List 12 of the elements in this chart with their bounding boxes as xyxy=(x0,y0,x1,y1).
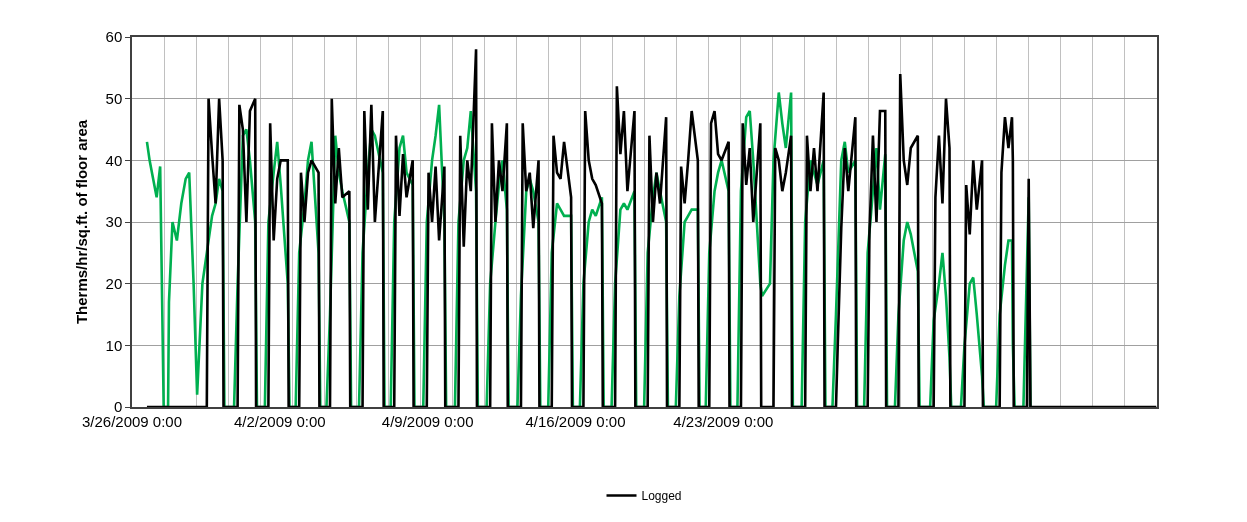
y-tick-label: 50 xyxy=(105,89,123,107)
y-tick-label: 40 xyxy=(105,151,123,169)
x-tick-label: 4/16/2009 0:00 xyxy=(525,412,626,430)
x-tick-label: 4/9/2009 0:00 xyxy=(381,412,474,430)
x-tick-label: 4/2/2009 0:00 xyxy=(233,412,326,430)
y-axis-title: Therms/hr/sq.ft. of floor area xyxy=(73,119,91,325)
y-tick-label: 20 xyxy=(105,274,123,292)
legend-label: Logged xyxy=(641,489,682,504)
x-tick-label: 4/23/2009 0:00 xyxy=(673,412,774,430)
y-tick-label: 60 xyxy=(105,28,123,46)
y-tick-label: 10 xyxy=(105,336,123,354)
y-tick-label: 30 xyxy=(105,213,123,231)
